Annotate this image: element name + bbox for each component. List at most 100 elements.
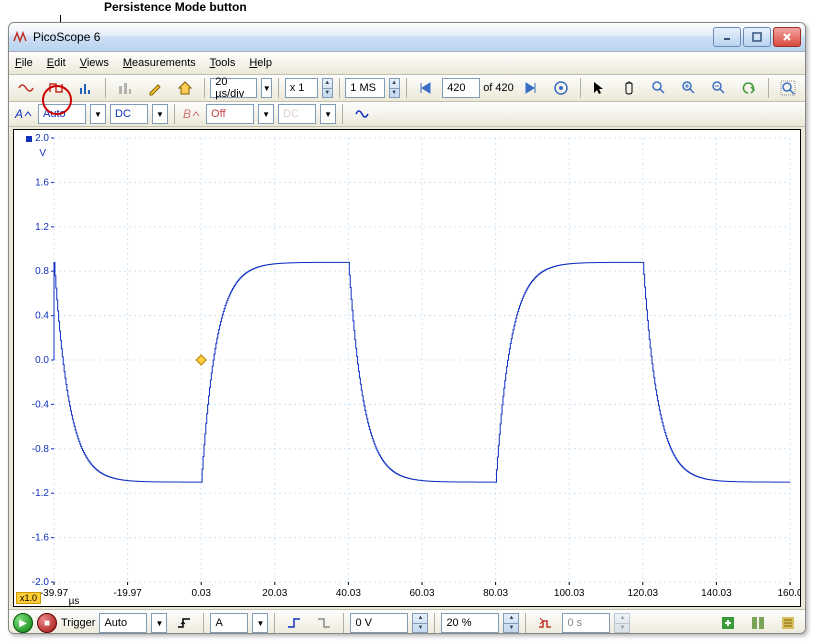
menu-measurements[interactable]: Measurements [123,57,196,69]
trigger-level-spinner[interactable]: ▲▼ [412,613,428,633]
properties-button[interactable] [775,612,801,634]
channel-b-range-value: Off [211,108,225,120]
buffer-list-button[interactable] [548,77,574,99]
trigger-channel-combo[interactable]: A [210,613,248,633]
scale-badge: x1.0 [16,592,41,604]
channel-b-range-combo[interactable]: Off [206,104,254,124]
falling-edge-button[interactable] [311,612,337,634]
channel-a-coupling-dd[interactable]: ▼ [152,104,168,124]
undo-zoom-button[interactable] [736,77,762,99]
pretrigger-spinner[interactable]: ▲▼ [503,613,519,633]
trigger-channel-dd[interactable]: ▼ [252,613,268,633]
advanced-trigger-button[interactable] [532,612,558,634]
rulers-button[interactable] [745,612,771,634]
channel-b-coupling-value: DC [283,108,299,120]
channel-a-range-value: Auto [43,108,66,120]
channel-a-coupling-value: DC [115,108,131,120]
trigger-delay-spinner[interactable]: ▲▼ [614,613,630,633]
channel-a-coupling-combo[interactable]: DC [110,104,148,124]
menu-tools[interactable]: Tools [210,57,236,69]
add-view-button[interactable] [715,612,741,634]
minimize-button[interactable] [713,27,741,47]
main-toolbar: 20 µs/div ▼ x 1 ▲▼ 1 MS ▲▼ 420 of 420 [9,75,805,102]
channel-toolbar: A Auto ▼ DC ▼ B Off ▼ DC ▼ [9,102,805,127]
trigger-level-field[interactable]: 0 V [350,613,408,633]
hand-tool-button[interactable] [616,77,642,99]
trigger-channel-value: A [215,617,222,629]
menu-help[interactable]: Help [249,57,272,69]
samples-spinner[interactable]: ▲▼ [389,78,400,98]
samples-field[interactable]: 1 MS [345,78,384,98]
channel-b-coupling-dd[interactable]: ▼ [320,104,336,124]
trigger-delay-field[interactable]: 0 s [562,613,610,633]
svg-text:0.4: 0.4 [35,311,49,322]
svg-text:µs: µs [69,596,80,606]
xmult-spinner[interactable]: ▲▼ [322,78,333,98]
svg-text:140.03: 140.03 [701,588,732,599]
svg-text:1.2: 1.2 [35,222,49,233]
svg-text:-19.97: -19.97 [113,588,142,599]
menu-bar: File Edit Views Measurements Tools Help [9,52,805,75]
timebase-value: 20 µs/div [215,76,254,100]
measurements-button[interactable] [112,77,138,99]
rising-edge-button[interactable] [281,612,307,634]
frame-total: 420 [495,82,513,94]
channel-b-coupling-combo[interactable]: DC [278,104,316,124]
trigger-edge-button[interactable] [171,612,197,634]
svg-text:-2.0: -2.0 [32,577,50,588]
title-bar[interactable]: PicoScope 6 [9,23,805,52]
frame-indicator: 420 of 420 [442,78,514,98]
zoom-area-button[interactable] [646,77,672,99]
home-button[interactable] [172,77,198,99]
channel-a-range-dd[interactable]: ▼ [90,104,106,124]
buffer-first-button[interactable] [412,77,438,99]
timebase-combo[interactable]: 20 µs/div [210,78,257,98]
menu-edit[interactable]: Edit [47,57,66,69]
menu-file[interactable]: File [15,57,33,69]
svg-text:2.0: 2.0 [35,133,49,144]
svg-text:60.03: 60.03 [409,588,434,599]
persistence-mode-button[interactable] [43,77,69,99]
channel-b-range-dd[interactable]: ▼ [258,104,274,124]
run-button[interactable]: ▶ [13,613,33,633]
scope-mode-button[interactable] [13,77,39,99]
svg-text:-0.8: -0.8 [32,444,50,455]
svg-text:20.03: 20.03 [262,588,287,599]
annotation-label: Persistence Mode button [104,0,247,14]
channel-b-label[interactable]: B [181,107,202,121]
buffer-last-button[interactable] [518,77,544,99]
frame-of-label: of [483,82,492,94]
svg-text:-1.6: -1.6 [32,533,50,544]
app-window: PicoScope 6 File Edit Views Measurements… [8,22,806,634]
spectrum-mode-button[interactable] [73,77,99,99]
zoom-full-button[interactable] [775,77,801,99]
svg-text:-39.97: -39.97 [40,588,69,599]
maximize-button[interactable] [743,27,771,47]
signal-gen-button[interactable] [349,103,375,125]
xmult-field[interactable]: x 1 [285,78,318,98]
trigger-mode-combo[interactable]: Auto [99,613,147,633]
trigger-mode-dd[interactable]: ▼ [151,613,167,633]
svg-text:0.03: 0.03 [191,588,211,599]
close-button[interactable] [773,27,801,47]
svg-text:V: V [39,148,46,159]
timebase-dropdown[interactable]: ▼ [261,78,272,98]
zoom-out-button[interactable] [706,77,732,99]
channel-a-label[interactable]: A [13,107,34,121]
pretrigger-value: 20 % [446,617,471,629]
zoom-in-button[interactable] [676,77,702,99]
chart-canvas: 2.01.61.20.80.40.0-0.4-0.8-1.2-1.6-2.0V-… [14,130,800,606]
scope-chart[interactable]: 2.01.61.20.80.40.0-0.4-0.8-1.2-1.6-2.0V-… [13,129,801,607]
stop-button[interactable]: ■ [37,613,57,633]
notes-button[interactable] [142,77,168,99]
pointer-tool-button[interactable] [586,77,612,99]
pretrigger-field[interactable]: 20 % [441,613,499,633]
trigger-mode-value: Auto [104,617,127,629]
svg-text:40.03: 40.03 [336,588,361,599]
menu-views[interactable]: Views [80,57,109,69]
svg-text:120.03: 120.03 [628,588,659,599]
svg-text:1.6: 1.6 [35,177,49,188]
app-icon [13,29,29,45]
channel-a-range-combo[interactable]: Auto [38,104,86,124]
frame-current: 420 [447,82,465,94]
